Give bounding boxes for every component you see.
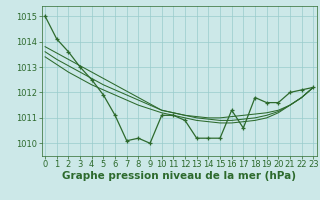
X-axis label: Graphe pression niveau de la mer (hPa): Graphe pression niveau de la mer (hPa) bbox=[62, 171, 296, 181]
